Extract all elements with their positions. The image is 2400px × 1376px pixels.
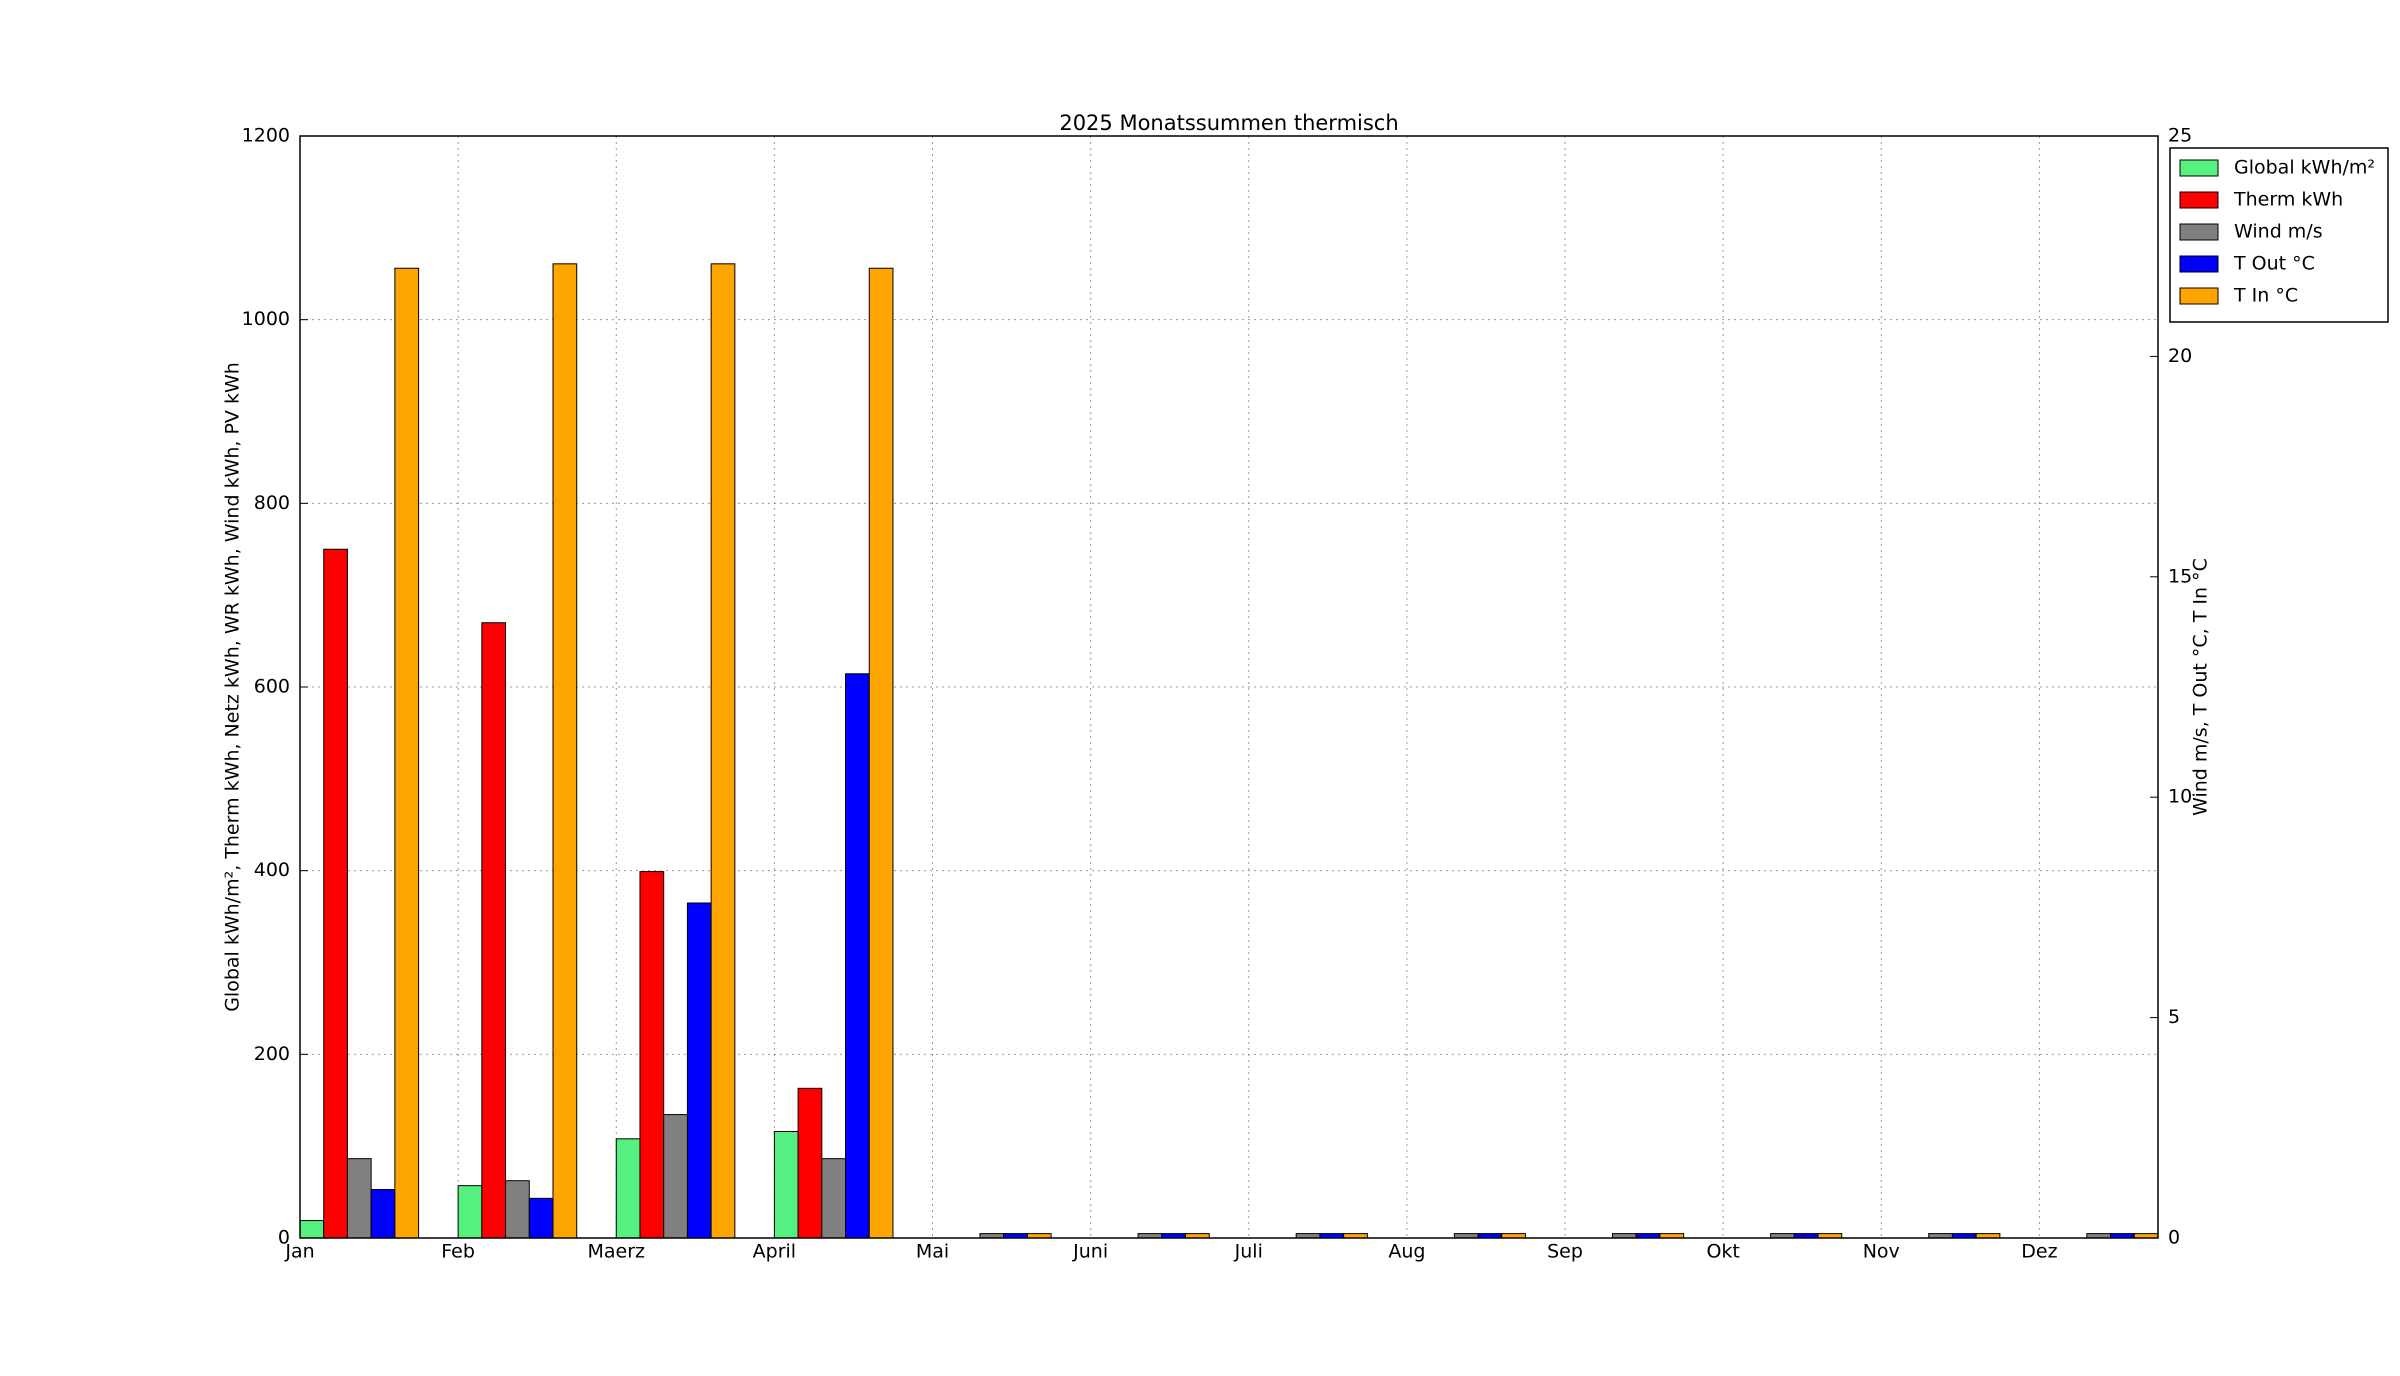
legend-label: Therm kWh [2233, 189, 2343, 211]
legend-swatch [2179, 255, 2219, 273]
x-tick-label: Mai [916, 1241, 949, 1263]
bar [370, 1189, 396, 1239]
x-tick-label: Juni [1072, 1241, 1108, 1263]
legend-label: Global kWh/m² [2234, 157, 2375, 179]
y2-axis-label: Wind m/s, T Out °C, T In °C [2190, 558, 2212, 816]
bar [710, 263, 736, 1239]
legend-swatch [2179, 287, 2219, 305]
legend-label: T Out °C [2233, 253, 2315, 275]
x-tick-label: Okt [1706, 1241, 1739, 1263]
y-tick-label: 1000 [242, 308, 290, 330]
bar [505, 1180, 530, 1239]
legend-label: T In °C [2233, 285, 2298, 307]
bar [457, 1185, 483, 1239]
x-tick-label: April [753, 1241, 796, 1263]
bar [552, 263, 578, 1239]
y2-tick-label: 15 [2168, 565, 2192, 587]
x-tick-label: Aug [1388, 1241, 1425, 1263]
y2-tick-label: 0 [2168, 1227, 2180, 1249]
y-tick-label: 200 [254, 1043, 290, 1065]
x-tick-label: Feb [441, 1241, 475, 1263]
x-tick-label: Nov [1863, 1241, 1900, 1263]
chart-title: 2025 Monatssummen thermisch [1059, 111, 1398, 135]
bar [686, 902, 712, 1239]
bar [663, 1114, 688, 1239]
legend-swatch [2179, 159, 2219, 177]
y-tick-label: 1200 [242, 125, 290, 147]
bar [528, 1197, 554, 1239]
x-tick-label: Sep [1547, 1241, 1583, 1263]
y-tick-label: 600 [254, 676, 290, 698]
legend-swatch [2179, 223, 2219, 241]
y2-tick-label: 10 [2168, 786, 2192, 808]
y-tick-label: 0 [278, 1227, 290, 1249]
bar [299, 1220, 325, 1239]
bar [481, 622, 507, 1239]
y2-tick-label: 5 [2168, 1006, 2180, 1028]
bar [639, 871, 665, 1239]
y2-tick-label: 25 [2168, 125, 2192, 147]
bar [346, 1158, 372, 1239]
bar [773, 1130, 799, 1239]
bar [394, 267, 420, 1239]
y-tick-label: 800 [254, 492, 290, 514]
bar [821, 1158, 847, 1239]
bar [615, 1138, 641, 1239]
y2-tick-label: 20 [2168, 345, 2192, 367]
y-axis-label: Global kWh/m², Therm kWh, Netz kWh, WR k… [222, 362, 244, 1012]
legend-swatch [2179, 191, 2219, 209]
y-tick-label: 400 [254, 859, 290, 881]
bar [323, 548, 348, 1239]
x-tick-label: Maerz [587, 1241, 645, 1263]
legend-label: Wind m/s [2234, 221, 2323, 243]
plot-frame [299, 135, 2159, 1239]
x-tick-label: Jan [284, 1241, 314, 1263]
x-tick-label: Dez [2021, 1241, 2057, 1263]
x-tick-label: Juli [1234, 1241, 1263, 1263]
bar [868, 267, 894, 1239]
bar [845, 673, 870, 1239]
bar [797, 1087, 823, 1239]
